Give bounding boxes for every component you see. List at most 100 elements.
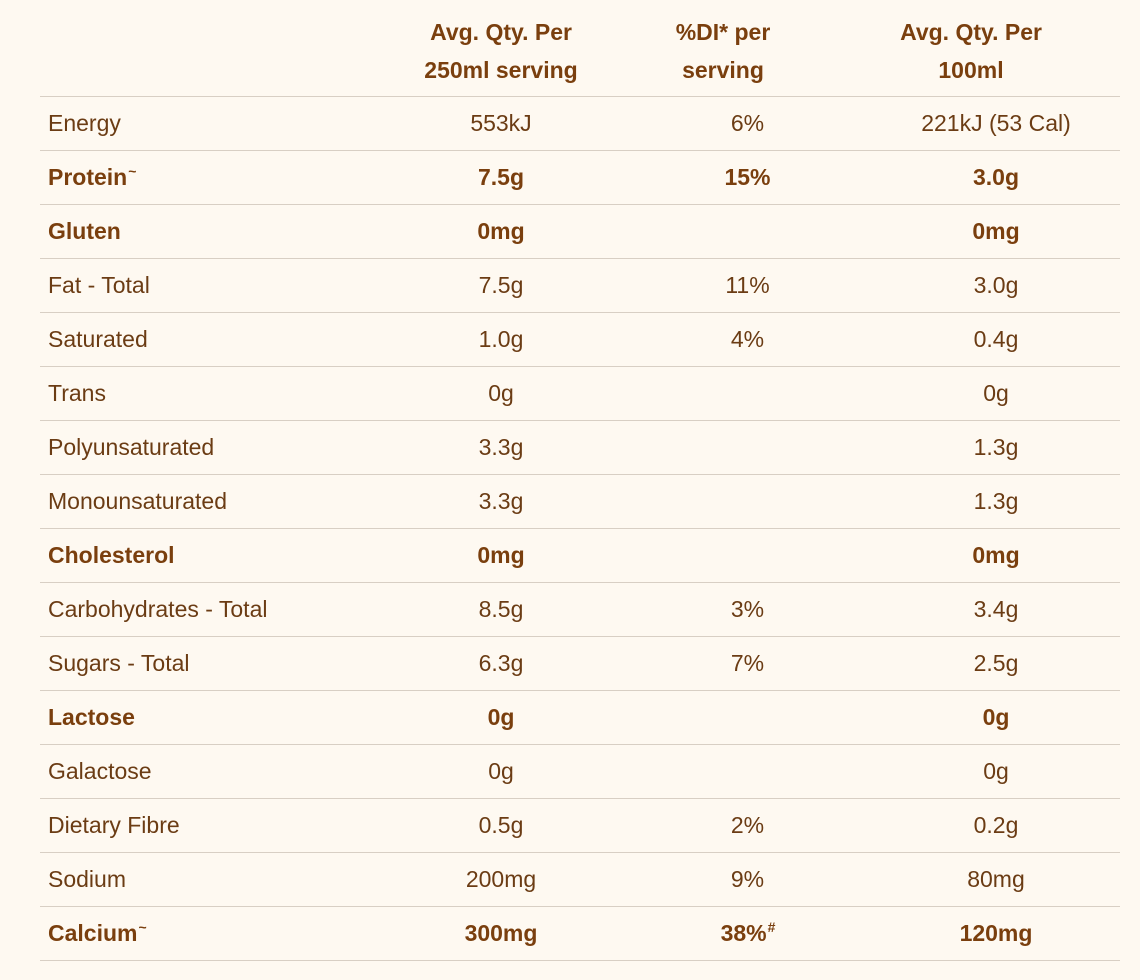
per-100ml-value: 3.4g	[896, 583, 1096, 636]
daily-intake-value: 7%	[648, 637, 848, 690]
nutrient-name: Energy	[48, 97, 122, 150]
per-100ml-value: 0.2g	[896, 799, 1096, 852]
per-serving-value-text: 200mg	[465, 866, 537, 892]
table-row: Lactose 0g 0g	[40, 691, 1120, 745]
table-row: Sugars - Total 6.3g 7% 2.5g	[40, 637, 1120, 691]
nutrient-name-footnote-mark: ~	[128, 163, 137, 179]
table-row: Sodium 200mg 9% 80mg	[40, 853, 1120, 907]
per-100ml-value-text: 1.3g	[973, 434, 1019, 460]
per-100ml-value: 0g	[896, 691, 1096, 744]
daily-intake-value	[648, 421, 848, 474]
nutrient-name: Calcium~	[48, 907, 147, 960]
nutrient-name: Protein~	[48, 151, 136, 204]
per-serving-value: 0mg	[376, 205, 626, 258]
nutrient-name-text: Galactose	[48, 758, 152, 784]
per-serving-value: 8.5g	[376, 583, 626, 636]
table-row: Monounsaturated 3.3g 1.3g	[40, 475, 1120, 529]
per-100ml-value-text: 2.5g	[973, 650, 1019, 676]
daily-intake-value-text: 15%	[724, 164, 771, 190]
nutrition-table: Avg. Qty. Per 250ml serving %DI* per ser…	[40, 0, 1120, 961]
per-serving-value: 0mg	[376, 529, 626, 582]
per-serving-value-text: 6.3g	[478, 650, 524, 676]
per-100ml-value-text: 3.0g	[972, 164, 1020, 190]
per-100ml-value-text: 80mg	[967, 866, 1025, 892]
per-serving-value-text: 3.3g	[478, 488, 524, 514]
daily-intake-value-text: 11%	[725, 272, 770, 298]
per-serving-value-text: 0mg	[477, 542, 525, 568]
table-row: Dietary Fibre 0.5g 2% 0.2g	[40, 799, 1120, 853]
nutrient-name: Dietary Fibre	[48, 799, 181, 852]
daily-intake-value	[648, 529, 848, 582]
nutrient-name-text: Gluten	[48, 218, 121, 244]
daily-intake-value-text: 2%	[730, 812, 765, 838]
daily-intake-value-text: 7%	[730, 650, 765, 676]
nutrient-name: Galactose	[48, 745, 153, 798]
per-100ml-value-text: 0g	[983, 380, 1009, 406]
daily-intake-value: 6%	[648, 97, 848, 150]
header-daily-intake-line2: serving	[682, 57, 764, 83]
header-per-100ml-line1: Avg. Qty. Per	[900, 19, 1042, 45]
per-100ml-value-text: 0mg	[972, 542, 1020, 568]
daily-intake-value-text: 4%	[730, 326, 765, 352]
per-100ml-value: 221kJ (53 Cal)	[896, 97, 1096, 150]
header-daily-intake: %DI* per serving	[628, 13, 818, 89]
per-100ml-value-text: 221kJ (53 Cal)	[921, 110, 1071, 136]
daily-intake-value-text: 38%	[720, 920, 767, 946]
nutrient-name: Saturated	[48, 313, 149, 366]
daily-intake-value-text: 6%	[730, 110, 765, 136]
nutrient-name-text: Sugars - Total	[48, 650, 190, 676]
nutrient-name-text: Protein	[48, 164, 128, 190]
daily-intake-value: 2%	[648, 799, 848, 852]
table-row: Saturated 1.0g 4% 0.4g	[40, 313, 1120, 367]
daily-intake-value	[648, 475, 848, 528]
per-serving-value: 300mg	[376, 907, 626, 960]
nutrient-name: Polyunsaturated	[48, 421, 215, 474]
per-100ml-value: 0mg	[896, 205, 1096, 258]
nutrient-name-text: Polyunsaturated	[48, 434, 215, 460]
nutrient-name: Sodium	[48, 853, 127, 906]
nutrient-name: Fat - Total	[48, 259, 151, 312]
per-100ml-value: 0mg	[896, 529, 1096, 582]
per-serving-value-text: 8.5g	[478, 596, 524, 622]
per-100ml-value-text: 0g	[982, 704, 1010, 730]
per-100ml-value-text: 0g	[983, 758, 1009, 784]
daily-intake-value: 38%#	[648, 907, 848, 960]
per-serving-value-text: 0g	[488, 380, 514, 406]
daily-intake-value-text: 9%	[730, 866, 765, 892]
per-100ml-value: 1.3g	[896, 421, 1096, 474]
per-serving-value-text: 0.5g	[478, 812, 524, 838]
per-100ml-value: 80mg	[896, 853, 1096, 906]
table-row: Cholesterol 0mg 0mg	[40, 529, 1120, 583]
daily-intake-value	[648, 367, 848, 420]
header-per-100ml: Avg. Qty. Per 100ml	[846, 13, 1096, 89]
daily-intake-value	[648, 745, 848, 798]
table-row: Fat - Total 7.5g 11% 3.0g	[40, 259, 1120, 313]
nutrient-name-text: Fat - Total	[48, 272, 150, 298]
table-header: Avg. Qty. Per 250ml serving %DI* per ser…	[40, 0, 1120, 97]
daily-intake-value: 4%	[648, 313, 848, 366]
per-serving-value-text: 7.5g	[478, 272, 524, 298]
nutrient-name-text: Lactose	[48, 704, 135, 730]
nutrient-name: Carbohydrates - Total	[48, 583, 268, 636]
per-serving-value-text: 7.5g	[477, 164, 525, 190]
daily-intake-value: 15%	[648, 151, 848, 204]
daily-intake-value: 9%	[648, 853, 848, 906]
nutrient-name-text: Dietary Fibre	[48, 812, 180, 838]
table-row: Energy 553kJ 6% 221kJ (53 Cal)	[40, 97, 1120, 151]
per-100ml-value-text: 0mg	[972, 218, 1020, 244]
table-row: Polyunsaturated 3.3g 1.3g	[40, 421, 1120, 475]
nutrient-name-text: Trans	[48, 380, 106, 406]
per-serving-value: 7.5g	[376, 151, 626, 204]
nutrient-name-footnote-mark: ~	[138, 919, 147, 935]
table-row: Carbohydrates - Total 8.5g 3% 3.4g	[40, 583, 1120, 637]
daily-intake-value: 3%	[648, 583, 848, 636]
nutrient-name: Cholesterol	[48, 529, 176, 582]
per-serving-value: 0g	[376, 367, 626, 420]
per-100ml-value-text: 1.3g	[973, 488, 1019, 514]
per-100ml-value-text: 0.2g	[973, 812, 1019, 838]
per-100ml-value: 2.5g	[896, 637, 1096, 690]
per-100ml-value: 3.0g	[896, 151, 1096, 204]
table-row: Calcium~ 300mg 38%# 120mg	[40, 907, 1120, 961]
nutrient-name-text: Calcium	[48, 920, 138, 946]
table-row: Trans 0g 0g	[40, 367, 1120, 421]
